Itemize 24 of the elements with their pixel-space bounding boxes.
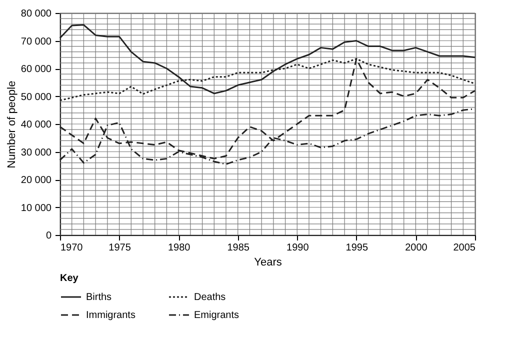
y-tick-label: 30 000 xyxy=(20,147,52,158)
y-tick-label: 50 000 xyxy=(20,92,52,103)
legend-label: Deaths xyxy=(194,292,226,303)
y-tick-label: 70 000 xyxy=(20,36,52,48)
y-tick-label: 60 000 xyxy=(20,64,52,75)
y-tick-label: 10 000 xyxy=(20,202,52,214)
y-axis-title: Number of people xyxy=(6,80,18,168)
x-tick-label: 2000 xyxy=(405,242,428,254)
y-tick-label: 40 000 xyxy=(20,120,52,130)
x-tick-label: 1970 xyxy=(60,242,84,254)
legend-title: Key xyxy=(60,273,79,284)
x-tick-label: 1975 xyxy=(108,242,132,254)
y-tick-label: 80 000 xyxy=(20,8,52,20)
x-tick-label: 1980 xyxy=(168,242,191,254)
x-tick-label: 2005 xyxy=(453,242,476,254)
x-tick-label: 1995 xyxy=(346,242,368,254)
legend-label: Immigrants xyxy=(86,310,136,321)
x-tick-label: 1990 xyxy=(286,242,310,254)
y-tick-label: 20 000 xyxy=(20,175,52,186)
y-tick-label: 0 xyxy=(46,230,52,242)
legend-label: Births xyxy=(86,292,112,303)
x-tick-label: 1985 xyxy=(227,242,250,254)
x-axis-title: Years xyxy=(254,256,282,268)
legend-label: Emigrants xyxy=(194,310,240,321)
